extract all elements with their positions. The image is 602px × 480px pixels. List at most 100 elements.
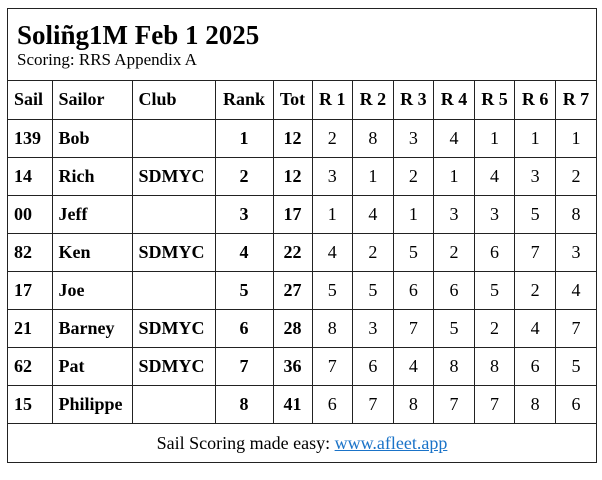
cell-tot: 27 <box>272 270 313 310</box>
cell-r4: 8 <box>433 346 475 386</box>
cell-r3: 6 <box>392 270 435 310</box>
page-title: Soliñg1M Feb 1 2025 <box>17 20 260 50</box>
cell-rank: 7 <box>214 346 274 386</box>
cell-r5: 8 <box>473 346 516 386</box>
cell-r1: 4 <box>311 232 354 272</box>
cell-r7: 4 <box>554 270 596 310</box>
cell-tot: 12 <box>272 118 313 158</box>
column-header: R 7 <box>554 81 596 120</box>
afleet-link[interactable]: www.afleet.app <box>334 432 448 453</box>
cell-r6: 6 <box>514 346 556 386</box>
cell-r5: 1 <box>473 118 516 158</box>
cell-sailor: Barney <box>51 308 133 348</box>
cell-r1: 8 <box>311 308 354 348</box>
column-header: Rank <box>214 81 274 120</box>
cell-r7: 5 <box>554 346 596 386</box>
cell-r1: 1 <box>311 194 354 234</box>
column-header: R 1 <box>311 81 354 120</box>
cell-r1: 3 <box>311 156 354 196</box>
cell-club: SDMYC <box>131 232 216 272</box>
footer: Sail Scoring made easy: www.afleet.app <box>8 424 596 462</box>
cell-club: SDMYC <box>131 156 216 196</box>
cell-r3: 3 <box>392 118 435 158</box>
cell-sailor: Rich <box>51 156 133 196</box>
column-header: Tot <box>272 81 313 120</box>
cell-r4: 7 <box>433 384 475 424</box>
cell-rank: 3 <box>214 194 274 234</box>
cell-club <box>131 194 216 234</box>
cell-sail: 139 <box>8 118 53 158</box>
column-header: R 4 <box>433 81 475 120</box>
cell-sail: 00 <box>8 194 53 234</box>
table-row: 139 Bob 1 12 2 8 3 4 1 1 1 <box>8 118 596 158</box>
cell-club <box>131 384 216 424</box>
results-sheet: Soliñg1M Feb 1 2025 Scoring: RRS Appendi… <box>7 8 597 463</box>
table-row: 82 Ken SDMYC 4 22 4 2 5 2 6 7 3 <box>8 232 596 272</box>
footer-text: Sail Scoring made easy: <box>156 432 335 453</box>
cell-r7: 7 <box>554 308 596 348</box>
cell-r1: 2 <box>311 118 354 158</box>
cell-sailor: Joe <box>51 270 133 310</box>
cell-r3: 4 <box>392 346 435 386</box>
cell-r2: 5 <box>352 270 394 310</box>
cell-r7: 2 <box>554 156 596 196</box>
cell-r2: 8 <box>352 118 394 158</box>
cell-r2: 7 <box>352 384 394 424</box>
cell-r3: 1 <box>392 194 435 234</box>
header: Soliñg1M Feb 1 2025 Scoring: RRS Appendi… <box>8 9 596 81</box>
table-row: 00 Jeff 3 17 1 4 1 3 3 5 8 <box>8 194 596 234</box>
cell-club <box>131 270 216 310</box>
column-header: Sail <box>8 81 53 120</box>
cell-sail: 17 <box>8 270 53 310</box>
cell-r3: 2 <box>392 156 435 196</box>
cell-r1: 5 <box>311 270 354 310</box>
cell-r4: 4 <box>433 118 475 158</box>
cell-sailor: Philippe <box>51 384 133 424</box>
cell-r4: 5 <box>433 308 475 348</box>
cell-r4: 1 <box>433 156 475 196</box>
table-row: 62 Pat SDMYC 7 36 7 6 4 8 8 6 5 <box>8 346 596 386</box>
cell-r1: 6 <box>311 384 354 424</box>
cell-r2: 1 <box>352 156 394 196</box>
cell-r7: 6 <box>554 384 596 424</box>
cell-rank: 1 <box>214 118 274 158</box>
cell-r3: 7 <box>392 308 435 348</box>
cell-r3: 5 <box>392 232 435 272</box>
cell-sail: 14 <box>8 156 53 196</box>
cell-tot: 41 <box>272 384 313 424</box>
cell-r3: 8 <box>392 384 435 424</box>
cell-tot: 17 <box>272 194 313 234</box>
cell-r5: 3 <box>473 194 516 234</box>
cell-r1: 7 <box>311 346 354 386</box>
cell-r5: 7 <box>473 384 516 424</box>
table-row: 17 Joe 5 27 5 5 6 6 5 2 4 <box>8 270 596 310</box>
cell-r6: 5 <box>514 194 556 234</box>
cell-sailor: Jeff <box>51 194 133 234</box>
cell-rank: 2 <box>214 156 274 196</box>
table-row: 21 Barney SDMYC 6 28 8 3 7 5 2 4 7 <box>8 308 596 348</box>
cell-r7: 3 <box>554 232 596 272</box>
column-header: Sailor <box>51 81 133 120</box>
cell-r6: 8 <box>514 384 556 424</box>
cell-rank: 6 <box>214 308 274 348</box>
table-row: 14 Rich SDMYC 2 12 3 1 2 1 4 3 2 <box>8 156 596 196</box>
cell-sailor: Bob <box>51 118 133 158</box>
table-row: 15 Philippe 8 41 6 7 8 7 7 8 6 <box>8 384 596 424</box>
cell-rank: 5 <box>214 270 274 310</box>
cell-r4: 2 <box>433 232 475 272</box>
cell-r2: 6 <box>352 346 394 386</box>
column-header: R 6 <box>514 81 556 120</box>
cell-r6: 1 <box>514 118 556 158</box>
cell-r7: 1 <box>554 118 596 158</box>
cell-sail: 62 <box>8 346 53 386</box>
cell-rank: 8 <box>214 384 274 424</box>
cell-sailor: Ken <box>51 232 133 272</box>
cell-tot: 36 <box>272 346 313 386</box>
cell-sail: 21 <box>8 308 53 348</box>
cell-tot: 12 <box>272 156 313 196</box>
cell-r2: 3 <box>352 308 394 348</box>
scoring-subtitle: Scoring: RRS Appendix A <box>17 50 197 69</box>
cell-r6: 4 <box>514 308 556 348</box>
